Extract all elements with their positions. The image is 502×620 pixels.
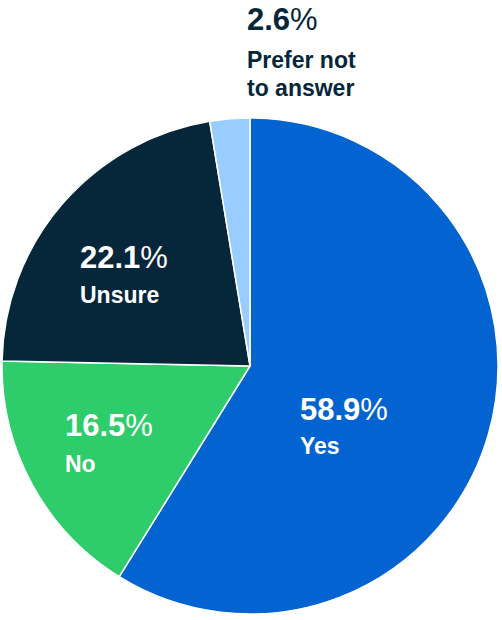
- category-line: Prefer not: [247, 47, 356, 73]
- data-label: 58.9%: [300, 392, 388, 427]
- category-label: Unsure: [80, 282, 159, 308]
- slice: [2, 121, 250, 366]
- label-number: 58.9: [300, 392, 360, 427]
- category-label: Yes: [300, 433, 340, 459]
- label-unit: %: [140, 240, 168, 275]
- category-line: Yes: [300, 433, 340, 459]
- slice: [2, 361, 250, 577]
- label-unit: %: [360, 392, 388, 427]
- label-number: 22.1: [80, 240, 140, 275]
- category-label: Prefer notto answer: [247, 47, 356, 101]
- slice: [210, 118, 250, 366]
- slices: [2, 118, 498, 614]
- label-number: 16.5: [65, 408, 125, 443]
- data-label: 2.6%: [247, 2, 318, 37]
- category-label: No: [65, 451, 96, 477]
- category-line: to answer: [247, 75, 354, 101]
- label-unit: %: [125, 408, 153, 443]
- chart: 58.9% Yes 16.5% No 22.1% Unsure 2.6% Prefer not…: [0, 0, 502, 620]
- category-line: No: [65, 451, 96, 477]
- label-number: 2.6: [247, 2, 290, 37]
- data-label: 22.1%: [80, 240, 168, 275]
- data-label: 16.5%: [65, 408, 153, 443]
- label-unit: %: [290, 2, 318, 37]
- category-line: Unsure: [80, 282, 159, 308]
